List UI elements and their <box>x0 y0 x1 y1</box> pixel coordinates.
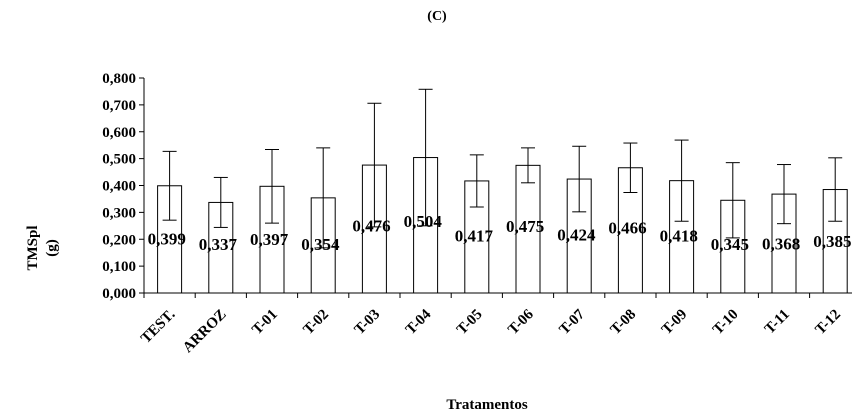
y-tick-label: 0,200 <box>102 232 136 248</box>
category-label: T-12 <box>812 307 844 339</box>
data-label: 0,399 <box>148 230 186 249</box>
category-label: T-04 <box>403 306 435 338</box>
category-label: T-08 <box>608 307 640 339</box>
y-tick-label: 0,800 <box>102 71 136 87</box>
y-tick-label: 0,400 <box>102 179 136 195</box>
category-label: T-01 <box>249 307 281 339</box>
data-label: 0,476 <box>352 217 390 236</box>
x-axis-label: Tratamentos <box>446 397 528 413</box>
data-label: 0,368 <box>762 235 800 254</box>
y-tick-label: 0,300 <box>102 205 136 221</box>
bar <box>515 164 541 294</box>
y-tick-label: 0,700 <box>102 98 136 114</box>
data-label: 0,385 <box>813 232 851 251</box>
category-label: T-11 <box>762 307 793 338</box>
data-label: 0,475 <box>506 217 544 236</box>
y-axis-label-line-2: (g) <box>44 239 60 257</box>
plot-area: 0,000 0,100 0,200 0,300 0,400 0,500 0,600 0,700… <box>102 71 852 356</box>
category-label: T-06 <box>505 306 537 338</box>
data-label: 0,417 <box>455 227 494 246</box>
category-label: T-02 <box>300 307 332 339</box>
data-label: 0,424 <box>557 225 596 244</box>
chart-title: (C) <box>427 9 447 24</box>
data-label: 0,466 <box>608 218 646 237</box>
y-tick-label: 0,100 <box>102 259 136 275</box>
category-label: T-03 <box>352 307 384 339</box>
category-label: TEST. <box>138 306 178 346</box>
data-label: 0,418 <box>660 226 698 245</box>
category-label: T-09 <box>659 307 691 339</box>
y-tick-label: 0,600 <box>102 125 136 141</box>
data-label: 0,504 <box>404 212 443 231</box>
y-axis-label-line-1: TMSpl <box>25 225 41 270</box>
y-tick-label: 0,000 <box>102 286 136 302</box>
category-label: T-10 <box>710 307 742 339</box>
data-label: 0,397 <box>250 230 289 249</box>
category-label: T-05 <box>454 307 486 339</box>
data-label: 0,345 <box>711 235 749 254</box>
category-label: T-07 <box>556 306 588 338</box>
category-label: ARROZ <box>180 307 230 357</box>
y-tick-label: 0,500 <box>102 152 136 168</box>
data-label: 0,337 <box>199 235 238 254</box>
data-label: 0,354 <box>301 235 340 254</box>
y-axis-label: TMSpl (g) <box>25 225 60 270</box>
